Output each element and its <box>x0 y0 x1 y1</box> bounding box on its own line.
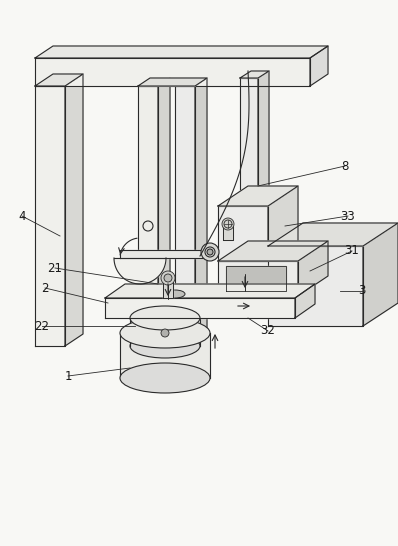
Polygon shape <box>363 223 398 326</box>
Text: 1: 1 <box>64 370 72 383</box>
Circle shape <box>205 247 215 257</box>
Circle shape <box>164 274 172 282</box>
Polygon shape <box>138 78 207 86</box>
Polygon shape <box>268 223 398 246</box>
Text: 22: 22 <box>35 319 49 333</box>
Polygon shape <box>218 206 268 261</box>
Circle shape <box>161 271 175 285</box>
Polygon shape <box>120 250 215 258</box>
Circle shape <box>207 249 213 255</box>
Polygon shape <box>298 241 328 296</box>
Polygon shape <box>268 186 298 261</box>
Polygon shape <box>35 58 310 86</box>
Circle shape <box>222 218 234 230</box>
Polygon shape <box>268 246 363 326</box>
Polygon shape <box>240 71 269 78</box>
Polygon shape <box>163 280 173 298</box>
Ellipse shape <box>130 334 200 358</box>
Polygon shape <box>65 74 83 346</box>
Polygon shape <box>138 86 158 346</box>
Polygon shape <box>158 78 170 346</box>
Text: 3: 3 <box>358 284 366 298</box>
Ellipse shape <box>130 306 200 330</box>
Text: 4: 4 <box>18 210 26 223</box>
Ellipse shape <box>120 363 210 393</box>
Polygon shape <box>240 78 258 308</box>
Circle shape <box>201 243 219 261</box>
Ellipse shape <box>120 318 210 348</box>
Text: 32: 32 <box>261 324 275 337</box>
Polygon shape <box>218 241 328 261</box>
Polygon shape <box>35 74 83 86</box>
Polygon shape <box>195 78 207 346</box>
Polygon shape <box>218 186 298 206</box>
Circle shape <box>224 220 232 228</box>
Polygon shape <box>223 226 233 240</box>
Text: 21: 21 <box>47 262 62 275</box>
Text: 8: 8 <box>341 159 349 173</box>
Polygon shape <box>310 46 328 86</box>
Polygon shape <box>120 333 210 378</box>
Polygon shape <box>175 86 195 346</box>
Text: 2: 2 <box>41 282 49 294</box>
Polygon shape <box>105 284 315 298</box>
Circle shape <box>161 329 169 337</box>
Polygon shape <box>226 266 286 291</box>
Polygon shape <box>258 71 269 308</box>
Text: 31: 31 <box>345 245 359 258</box>
Polygon shape <box>114 258 166 284</box>
Polygon shape <box>130 318 200 346</box>
Ellipse shape <box>165 290 185 298</box>
Polygon shape <box>35 86 65 346</box>
Polygon shape <box>218 261 298 296</box>
Polygon shape <box>35 46 328 58</box>
Polygon shape <box>105 298 295 318</box>
Text: 33: 33 <box>341 210 355 223</box>
Polygon shape <box>295 284 315 318</box>
